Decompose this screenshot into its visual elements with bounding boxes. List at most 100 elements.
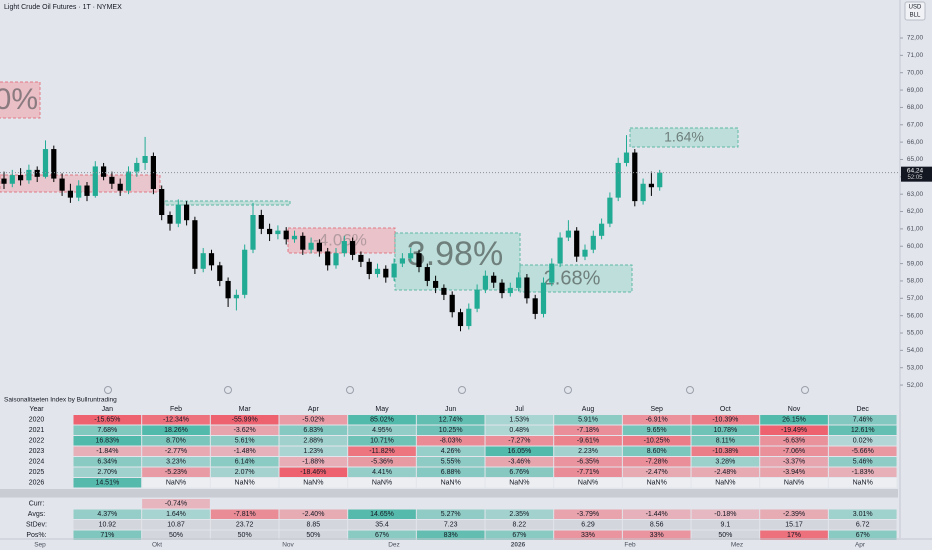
cell bbox=[622, 530, 691, 540]
cell-text: 67% bbox=[856, 532, 870, 539]
cell-text: Jan bbox=[102, 406, 113, 413]
cell bbox=[348, 457, 416, 467]
candle-body bbox=[532, 298, 538, 314]
candle-body bbox=[383, 268, 389, 278]
cell-text: Jun bbox=[445, 406, 456, 413]
cell bbox=[142, 499, 210, 509]
unit: BLL bbox=[910, 13, 921, 19]
cell-text: 0.02% bbox=[853, 438, 873, 445]
cell bbox=[210, 425, 279, 435]
cell-text: -3.62% bbox=[234, 427, 256, 434]
cell-text: 8.85 bbox=[307, 522, 321, 529]
cell bbox=[485, 467, 554, 477]
cell-text: NaN% bbox=[509, 480, 529, 487]
cell-text: -6.63% bbox=[783, 438, 805, 445]
cell bbox=[348, 467, 416, 477]
cell bbox=[554, 520, 622, 530]
event-marker[interactable] bbox=[686, 386, 694, 394]
y-tick-label: 52,00 bbox=[907, 382, 924, 389]
cell bbox=[73, 520, 142, 530]
cell-text: NaN% bbox=[303, 480, 323, 487]
cell-text: 2.23% bbox=[578, 448, 598, 455]
candle-body bbox=[26, 169, 32, 181]
cell-text: NaN% bbox=[784, 480, 804, 487]
event-marker[interactable] bbox=[458, 386, 466, 394]
cell-text: 50% bbox=[169, 532, 183, 539]
y-tick-label: 70,00 bbox=[907, 69, 924, 76]
event-marker[interactable] bbox=[224, 386, 232, 394]
candle-body bbox=[424, 267, 430, 281]
candle-body bbox=[9, 175, 15, 184]
cell-text: 7.46% bbox=[853, 417, 873, 424]
candle-body bbox=[648, 183, 654, 188]
candle-body bbox=[1, 178, 7, 184]
cell-text: 67% bbox=[512, 532, 526, 539]
cell-text: -8.03% bbox=[440, 438, 462, 445]
cell bbox=[554, 478, 622, 488]
cell-text: 6.14% bbox=[235, 459, 255, 466]
cell bbox=[73, 436, 142, 446]
candle-body bbox=[275, 230, 281, 235]
cell bbox=[622, 436, 691, 446]
event-marker[interactable] bbox=[564, 386, 572, 394]
cell-text: -3.46% bbox=[508, 459, 530, 466]
cell-text: 10.71% bbox=[370, 438, 394, 445]
cell-text: 1.53% bbox=[509, 417, 529, 424]
candle-body bbox=[615, 162, 621, 198]
time-label: Apr bbox=[855, 542, 866, 549]
time-label: Nov bbox=[282, 542, 294, 549]
candle-body bbox=[366, 261, 372, 275]
cell bbox=[691, 436, 760, 446]
event-marker[interactable] bbox=[104, 386, 112, 394]
cell-text: -2.48% bbox=[714, 469, 736, 476]
cell-text: 6.83% bbox=[303, 427, 323, 434]
cell-text: 16.05% bbox=[507, 448, 531, 455]
cell-text: 2.07% bbox=[235, 469, 255, 476]
y-tick-label: 53,00 bbox=[907, 364, 924, 371]
cell-text: 5.27% bbox=[441, 511, 461, 518]
candle-body bbox=[184, 204, 190, 221]
cell-text: -18.46% bbox=[300, 469, 326, 476]
cell bbox=[73, 509, 142, 519]
cell-text: 15.17 bbox=[785, 522, 803, 529]
y-tick-label: 63,00 bbox=[907, 191, 924, 198]
cell-text: 10.92 bbox=[99, 522, 117, 529]
cell-text: -5.23% bbox=[165, 469, 187, 476]
y-tick-label: 67,00 bbox=[907, 121, 924, 128]
candle-body bbox=[466, 308, 472, 327]
cell bbox=[210, 509, 279, 519]
cell-text: -2.39% bbox=[783, 511, 805, 518]
cell bbox=[828, 425, 897, 435]
candle-body bbox=[640, 183, 646, 202]
cell bbox=[142, 415, 210, 425]
currency-button[interactable] bbox=[904, 1, 926, 21]
cell bbox=[210, 446, 279, 456]
y-tick-label: 56,00 bbox=[907, 312, 924, 319]
cell-text: -7.06% bbox=[783, 448, 805, 455]
candle-body bbox=[159, 188, 165, 216]
candle-body bbox=[399, 258, 405, 264]
row-label: 2020 bbox=[29, 417, 45, 424]
cell-text: 2.70% bbox=[97, 469, 117, 476]
cell bbox=[622, 509, 691, 519]
cell-text: -55.99% bbox=[232, 417, 258, 424]
cell bbox=[142, 436, 210, 446]
cell bbox=[210, 467, 279, 477]
candle-body bbox=[300, 235, 306, 250]
candle-body bbox=[233, 294, 239, 299]
cell bbox=[142, 520, 210, 530]
candle-body bbox=[18, 175, 24, 181]
cell-text: -12.34% bbox=[163, 417, 189, 424]
event-marker[interactable] bbox=[801, 386, 809, 394]
cell bbox=[485, 415, 554, 425]
cell bbox=[416, 446, 485, 456]
cell bbox=[210, 478, 279, 488]
projection-box bbox=[0, 81, 41, 119]
candle-body bbox=[540, 282, 547, 314]
cell-text: NaN% bbox=[441, 480, 461, 487]
event-marker[interactable] bbox=[346, 386, 354, 394]
cell-text: Dec bbox=[856, 406, 869, 413]
candle-body bbox=[590, 235, 596, 250]
